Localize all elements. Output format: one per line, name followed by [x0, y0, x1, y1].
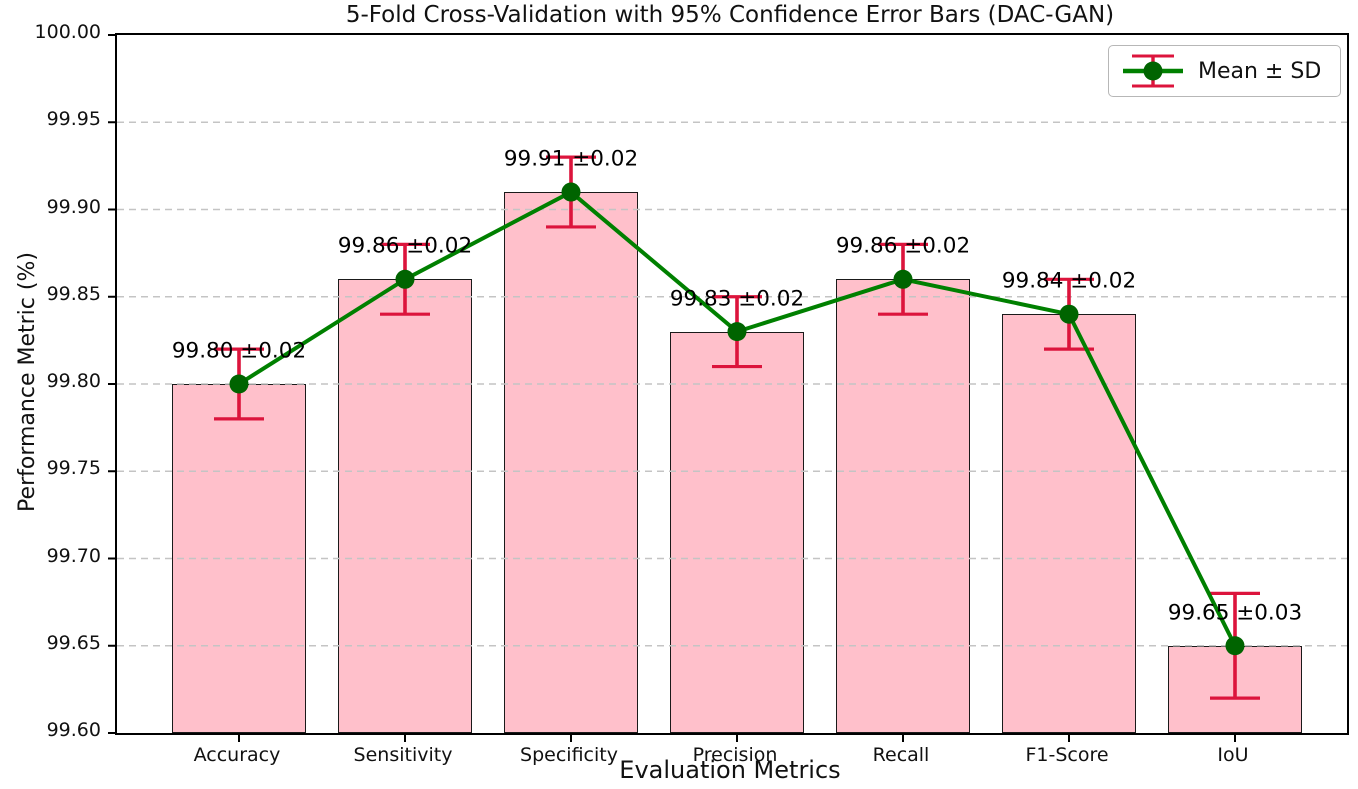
bar-iou [1168, 645, 1302, 733]
chart-title: 5-Fold Cross-Validation with 95% Confide… [345, 2, 1115, 28]
legend: Mean ± SD [1108, 45, 1341, 97]
x-tick-label-precision: Precision [692, 744, 778, 766]
plot-area: 99.80 ±0.02 99.86 ±0.02 99.91 ±0.02 99.83 ±… [108, 33, 1349, 742]
x-tick-label-sensitivity: Sensitivity [353, 744, 453, 766]
x-tick-label-f1-score: F1-Score [1025, 744, 1109, 766]
bar-value-label: 99.86 ±0.02 [337, 233, 473, 259]
y-tick-label: 99.70 [46, 544, 101, 567]
bar-recall [836, 279, 970, 733]
bar-specificity [504, 192, 638, 733]
x-axis-label: Evaluation Metrics [619, 756, 841, 784]
x-tick-label-iou: IoU [1217, 744, 1249, 766]
y-tick-label: 99.60 [46, 719, 101, 741]
legend-label: Mean ± SD [1198, 58, 1322, 84]
bar-f1-score [1002, 314, 1136, 733]
y-tick-label: 99.65 [46, 631, 101, 654]
bar-value-label: 99.83 ±0.02 [669, 286, 805, 312]
bar-value-label: 99.86 ±0.02 [835, 233, 971, 259]
y-tick-label: 99.75 [46, 457, 101, 480]
mean-sd-errorbar-icon [1123, 54, 1183, 88]
x-tick-label-accuracy: Accuracy [193, 744, 281, 766]
bar-sensitivity [338, 279, 472, 733]
y-tick-label: 99.95 [46, 108, 101, 131]
bar-precision [670, 331, 804, 733]
y-tick-label: 99.80 [46, 370, 101, 392]
bar-accuracy [172, 384, 306, 733]
x-tick-label-recall: Recall [872, 744, 930, 766]
bar-value-label: 99.65 ±0.03 [1167, 600, 1303, 626]
bar-value-label: 99.91 ±0.02 [503, 146, 639, 172]
y-tick-label: 99.85 [46, 282, 101, 305]
y-tick-label: 99.90 [46, 195, 101, 218]
bar-value-label: 99.84 ±0.02 [1001, 268, 1137, 294]
bar-value-label: 99.80 ±0.02 [171, 338, 307, 364]
y-tick-label: 100.00 [34, 21, 101, 43]
x-tick-label-specificity: Specificity [520, 744, 618, 766]
